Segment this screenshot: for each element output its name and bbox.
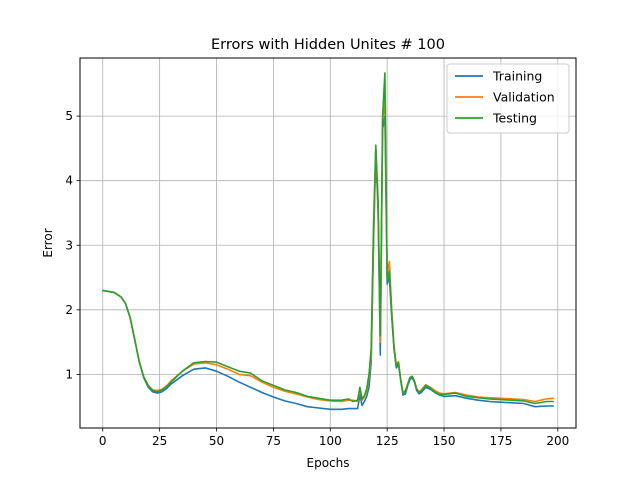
x-tick-label: 75 xyxy=(266,434,281,448)
axes-frame xyxy=(79,57,577,429)
x-tick-label: 200 xyxy=(546,434,569,448)
y-axis-label: Error xyxy=(41,228,55,257)
x-tick-label: 50 xyxy=(209,434,224,448)
legend-label-validation: Validation xyxy=(493,90,555,105)
x-axis-label: Epochs xyxy=(307,456,350,470)
axis-ticks: 0 25 50 75 100 125 150 175 200 1 2 3 4 5 xyxy=(65,109,569,448)
x-tick-label: 125 xyxy=(376,434,399,448)
y-tick-label: 2 xyxy=(65,303,73,317)
x-tick-label: 25 xyxy=(152,434,167,448)
series-lines xyxy=(102,72,555,411)
x-tick-label: 175 xyxy=(489,434,512,448)
x-tick-label: 0 xyxy=(99,434,107,448)
legend-label-training: Training xyxy=(492,69,542,84)
legend-box xyxy=(446,63,570,134)
y-tick-label: 3 xyxy=(65,238,73,252)
chart-title: Errors with Hidden Unites # 100 xyxy=(211,37,445,53)
y-tick-label: 4 xyxy=(65,174,73,188)
y-tick-label: 5 xyxy=(65,109,73,123)
y-tick-label: 1 xyxy=(65,367,73,381)
legend: Training Validation Testing xyxy=(446,63,570,134)
x-tick-label: 150 xyxy=(433,434,456,448)
x-tick-label: 100 xyxy=(319,434,342,448)
legend-label-testing: Testing xyxy=(492,111,537,126)
series-line-testing xyxy=(102,72,555,405)
